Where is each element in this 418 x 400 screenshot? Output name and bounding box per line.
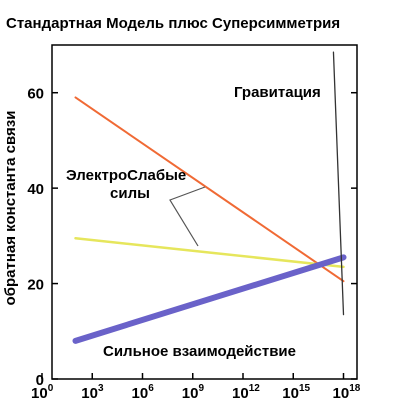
y-tick-label: 40 <box>27 181 44 198</box>
y-axis-ticks: 0 20 40 60 <box>27 86 357 389</box>
x-tick-label: 1015 <box>282 383 310 400</box>
y-axis-label: обратная константа связи <box>2 111 19 306</box>
series-line-electromagnetic <box>74 96 345 283</box>
series-line-gravity <box>332 51 345 316</box>
chart-title: Стандартная Модель плюс Суперсимметрия <box>6 15 340 32</box>
y-tick-label: 60 <box>27 86 44 103</box>
x-tick-label: 1018 <box>333 383 361 400</box>
annotation-leaders <box>169 186 206 247</box>
x-tick-label: 1012 <box>232 383 260 400</box>
annotation-gravity: Гравитация <box>234 84 321 101</box>
y-tick-label: 20 <box>27 277 44 294</box>
x-tick-label: 106 <box>132 383 155 400</box>
annotation-strong: Сильное взаимодействие <box>103 343 296 360</box>
series-group <box>72 51 347 344</box>
annotation-electroweak-line1: ЭлектроСлабые <box>66 167 186 184</box>
series-line-weak <box>74 236 345 269</box>
x-tick-label: 100 <box>31 383 54 400</box>
annotation-electroweak-line2: силы <box>110 185 150 202</box>
y-tick-label: 0 <box>36 372 44 389</box>
x-axis-ticks: 100 103 106 109 1012 1015 1018 <box>31 373 361 400</box>
plot-frame <box>51 44 358 380</box>
series-line-strong <box>72 254 347 344</box>
x-tick-label: 103 <box>81 383 104 400</box>
electroweak-leader-line <box>169 186 206 247</box>
x-tick-label: 109 <box>182 383 205 400</box>
